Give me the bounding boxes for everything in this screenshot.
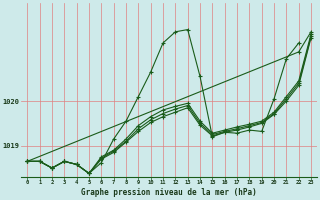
X-axis label: Graphe pression niveau de la mer (hPa): Graphe pression niveau de la mer (hPa) [81, 188, 257, 197]
